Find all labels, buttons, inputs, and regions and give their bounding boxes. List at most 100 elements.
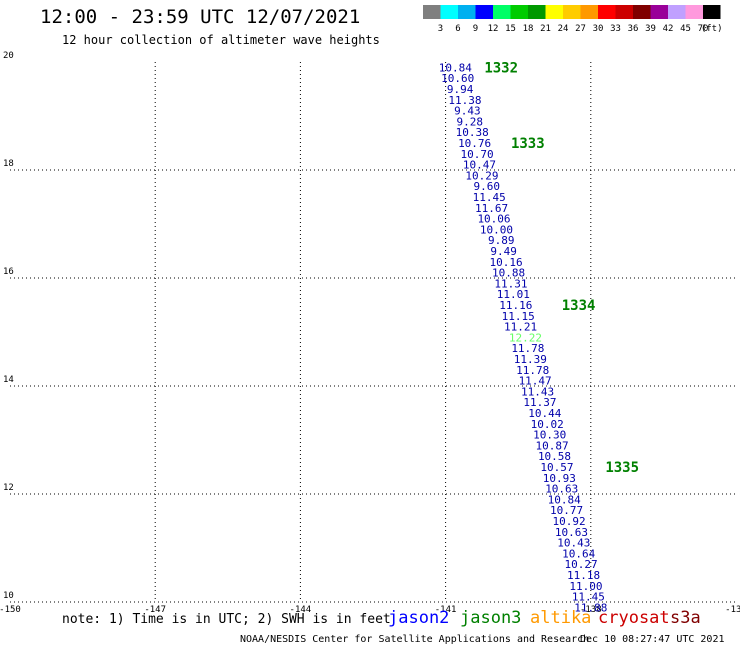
y-tick-label: 14 xyxy=(3,375,14,385)
wave-height-value: 10.60 xyxy=(441,72,474,85)
colorbar-tick-label: 24 xyxy=(558,24,569,34)
wave-height-value: 11.00 xyxy=(569,580,602,593)
colorbar-swatch xyxy=(423,5,441,19)
wave-height-value: 9.49 xyxy=(490,245,517,258)
wave-height-value: 10.57 xyxy=(540,461,573,474)
wave-height-value: 10.64 xyxy=(562,547,595,560)
wave-height-value: 10.88 xyxy=(492,267,525,280)
colorbar-tick-label: 9 xyxy=(473,24,478,34)
colorbar-swatch xyxy=(528,5,546,19)
x-tick-label: -147 xyxy=(144,605,166,612)
colorbar-swatch xyxy=(545,5,563,19)
colorbar-tick-label: 30 xyxy=(593,24,604,34)
wave-height-value: 10.27 xyxy=(565,558,598,571)
legend-item-jason2: jason2 xyxy=(388,608,450,628)
map-title: 12:00 - 23:59 UTC 12/07/2021 xyxy=(40,6,361,28)
wave-height-value: 9.94 xyxy=(447,83,474,96)
wave-height-value: 10.70 xyxy=(460,148,493,161)
wave-height-value: 12.22 xyxy=(509,331,542,344)
generated-timestamp: Dec 10 08:27:47 UTC 2021 xyxy=(580,634,725,645)
colorbar-swatch xyxy=(563,5,581,19)
colorbar-tick-label: 3 xyxy=(438,24,443,34)
wave-height-value: 9.60 xyxy=(473,180,500,193)
wave-height-value: 9.43 xyxy=(454,105,481,118)
wave-height-value: 11.43 xyxy=(521,385,554,398)
legend-item-s3a: s3a xyxy=(670,608,701,628)
colorbar-swatch xyxy=(510,5,528,19)
wave-height-value: 10.02 xyxy=(531,418,564,431)
wave-height-value: 10.29 xyxy=(465,169,498,182)
colorbar-tick-label: 42 xyxy=(663,24,674,34)
y-tick-label: 12 xyxy=(3,483,14,493)
colorbar-swatch xyxy=(668,5,686,19)
x-tick-label: -144 xyxy=(290,605,312,612)
y-tick-label: 20 xyxy=(3,51,14,61)
wave-height-value: 10.84 xyxy=(548,493,581,506)
wave-height-value: 11.45 xyxy=(572,591,605,604)
wave-height-value: 10.43 xyxy=(557,537,590,550)
x-tick-label: -141 xyxy=(435,605,457,612)
colorbar-swatch xyxy=(703,5,721,19)
credit-text: NOAA/NESDIS Center for Satellite Applica… xyxy=(240,634,590,645)
colorbar-swatch xyxy=(458,5,476,19)
colorbar-tick-label: 39 xyxy=(645,24,656,34)
units-note: note: 1) Time is in UTC; 2) SWH is in fe… xyxy=(62,612,391,627)
wave-height-value: 10.76 xyxy=(458,137,491,150)
wave-height-value: 10.00 xyxy=(480,223,513,236)
legend-item-altika: altika xyxy=(530,608,592,628)
colorbar-swatch xyxy=(633,5,651,19)
wave-height-value: 11.37 xyxy=(523,396,556,409)
colorbar-tick-label: 70 xyxy=(698,24,709,34)
wave-height-value: 10.92 xyxy=(552,515,585,528)
x-tick-label: -150 xyxy=(0,605,21,612)
y-tick-label: 18 xyxy=(3,159,14,169)
wave-height-value: 11.38 xyxy=(448,94,481,107)
colorbar-tick-label: 45 xyxy=(680,24,691,34)
legend-item-cryosat: cryosat xyxy=(598,608,670,628)
colorbar-tick-label: 12 xyxy=(488,24,499,34)
wave-height-value: 11.16 xyxy=(499,299,532,312)
wave-height-value: 11.31 xyxy=(494,277,527,290)
pass-number-label: 1334 xyxy=(562,298,596,314)
wave-height-value: 10.93 xyxy=(543,472,576,485)
wave-height-value: 10.47 xyxy=(463,159,496,172)
wave-height-value: 10.16 xyxy=(490,256,523,269)
wave-height-value: 11.18 xyxy=(567,569,600,582)
wave-height-value: 10.84 xyxy=(439,61,472,74)
wave-height-value: 11.01 xyxy=(497,288,530,301)
x-tick-label: -138 xyxy=(580,605,602,612)
wave-height-value: 10.30 xyxy=(533,429,566,442)
wave-height-value: 10.38 xyxy=(456,126,489,139)
wave-height-value: 11.67 xyxy=(475,202,508,215)
colorbar-tick-label: 6 xyxy=(455,24,460,34)
legend-item-jason3: jason3 xyxy=(460,608,522,628)
pass-number-label: 1332 xyxy=(484,60,518,76)
colorbar-swatch xyxy=(580,5,598,19)
wave-height-value: 10.63 xyxy=(555,526,588,539)
colorbar-tick-label: 18 xyxy=(523,24,534,34)
colorbar-tick-label: 15 xyxy=(505,24,516,34)
colorbar-tick-label: 33 xyxy=(610,24,621,34)
wave-height-value: 10.87 xyxy=(536,439,569,452)
colorbar-swatch xyxy=(685,5,703,19)
colorbar-swatch xyxy=(615,5,633,19)
colorbar-swatch xyxy=(598,5,616,19)
wave-height-value: 10.63 xyxy=(545,483,578,496)
wave-height-value: 11.88 xyxy=(574,601,607,612)
wave-height-value: 10.77 xyxy=(550,504,583,517)
wave-height-value: 9.89 xyxy=(488,234,515,247)
y-tick-label: 16 xyxy=(3,267,14,277)
y-tick-label: 10 xyxy=(3,591,14,601)
wave-height-value: 11.15 xyxy=(502,310,535,323)
wave-height-value: 11.21 xyxy=(504,321,537,334)
colorbar-swatch xyxy=(475,5,493,19)
wave-height-value: 11.78 xyxy=(516,364,549,377)
x-tick-label: -135 xyxy=(725,605,740,612)
colorbar-unit: (ft) xyxy=(701,24,723,34)
colorbar-tick-label: 21 xyxy=(540,24,551,34)
wave-height-value: 9.28 xyxy=(457,115,484,128)
wave-height-value: 11.39 xyxy=(514,353,547,366)
wave-height-value: 11.47 xyxy=(519,375,552,388)
pass-number-label: 1333 xyxy=(511,136,545,152)
wave-height-value: 10.44 xyxy=(528,407,561,420)
